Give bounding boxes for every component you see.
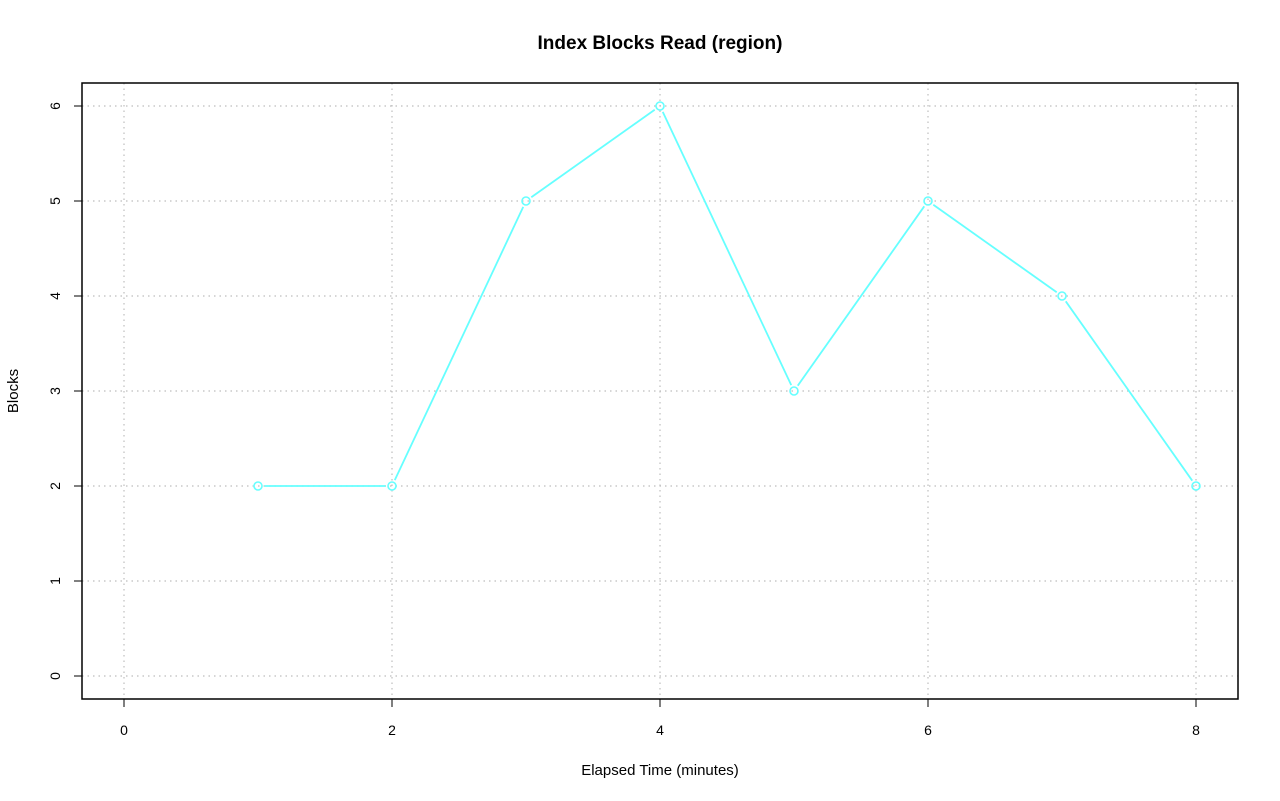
x-tick-label: 6 [924,722,932,738]
x-tick-label: 0 [120,722,128,738]
data-point [923,196,933,206]
data-point [1057,291,1067,301]
y-tick-label: 4 [47,292,63,300]
series-line-segment [797,205,925,387]
data-point [387,481,397,491]
y-tick-label: 3 [47,387,63,395]
y-axis-label: Blocks [5,369,22,413]
y-tick-label: 6 [47,102,63,110]
chart-title: Index Blocks Read (region) [538,33,783,54]
x-tick-label: 4 [656,722,664,738]
x-axis-label: Elapsed Time (minutes) [581,762,739,779]
series-line-segment [530,109,656,198]
y-tick-label: 2 [47,482,63,490]
plot-frame [81,82,1239,700]
series-line-segment [661,111,793,386]
series [253,101,1201,491]
x-tick-label: 8 [1192,722,1200,738]
y-tick-label: 5 [47,197,63,205]
data-point [655,101,665,111]
grid [82,83,1238,699]
series-line-segment [1065,300,1193,482]
y-tick-label: 1 [47,577,63,585]
axes: 0 2 4 6 8 0 1 2 3 4 5 6 [47,102,1200,738]
data-point [253,481,263,491]
y-tick-label: 0 [47,672,63,680]
data-point [1191,481,1201,491]
x-tick-label: 2 [388,722,396,738]
data-point [789,386,799,396]
series-line-segment [393,206,525,481]
series-line-segment [932,204,1058,293]
data-point [521,196,531,206]
